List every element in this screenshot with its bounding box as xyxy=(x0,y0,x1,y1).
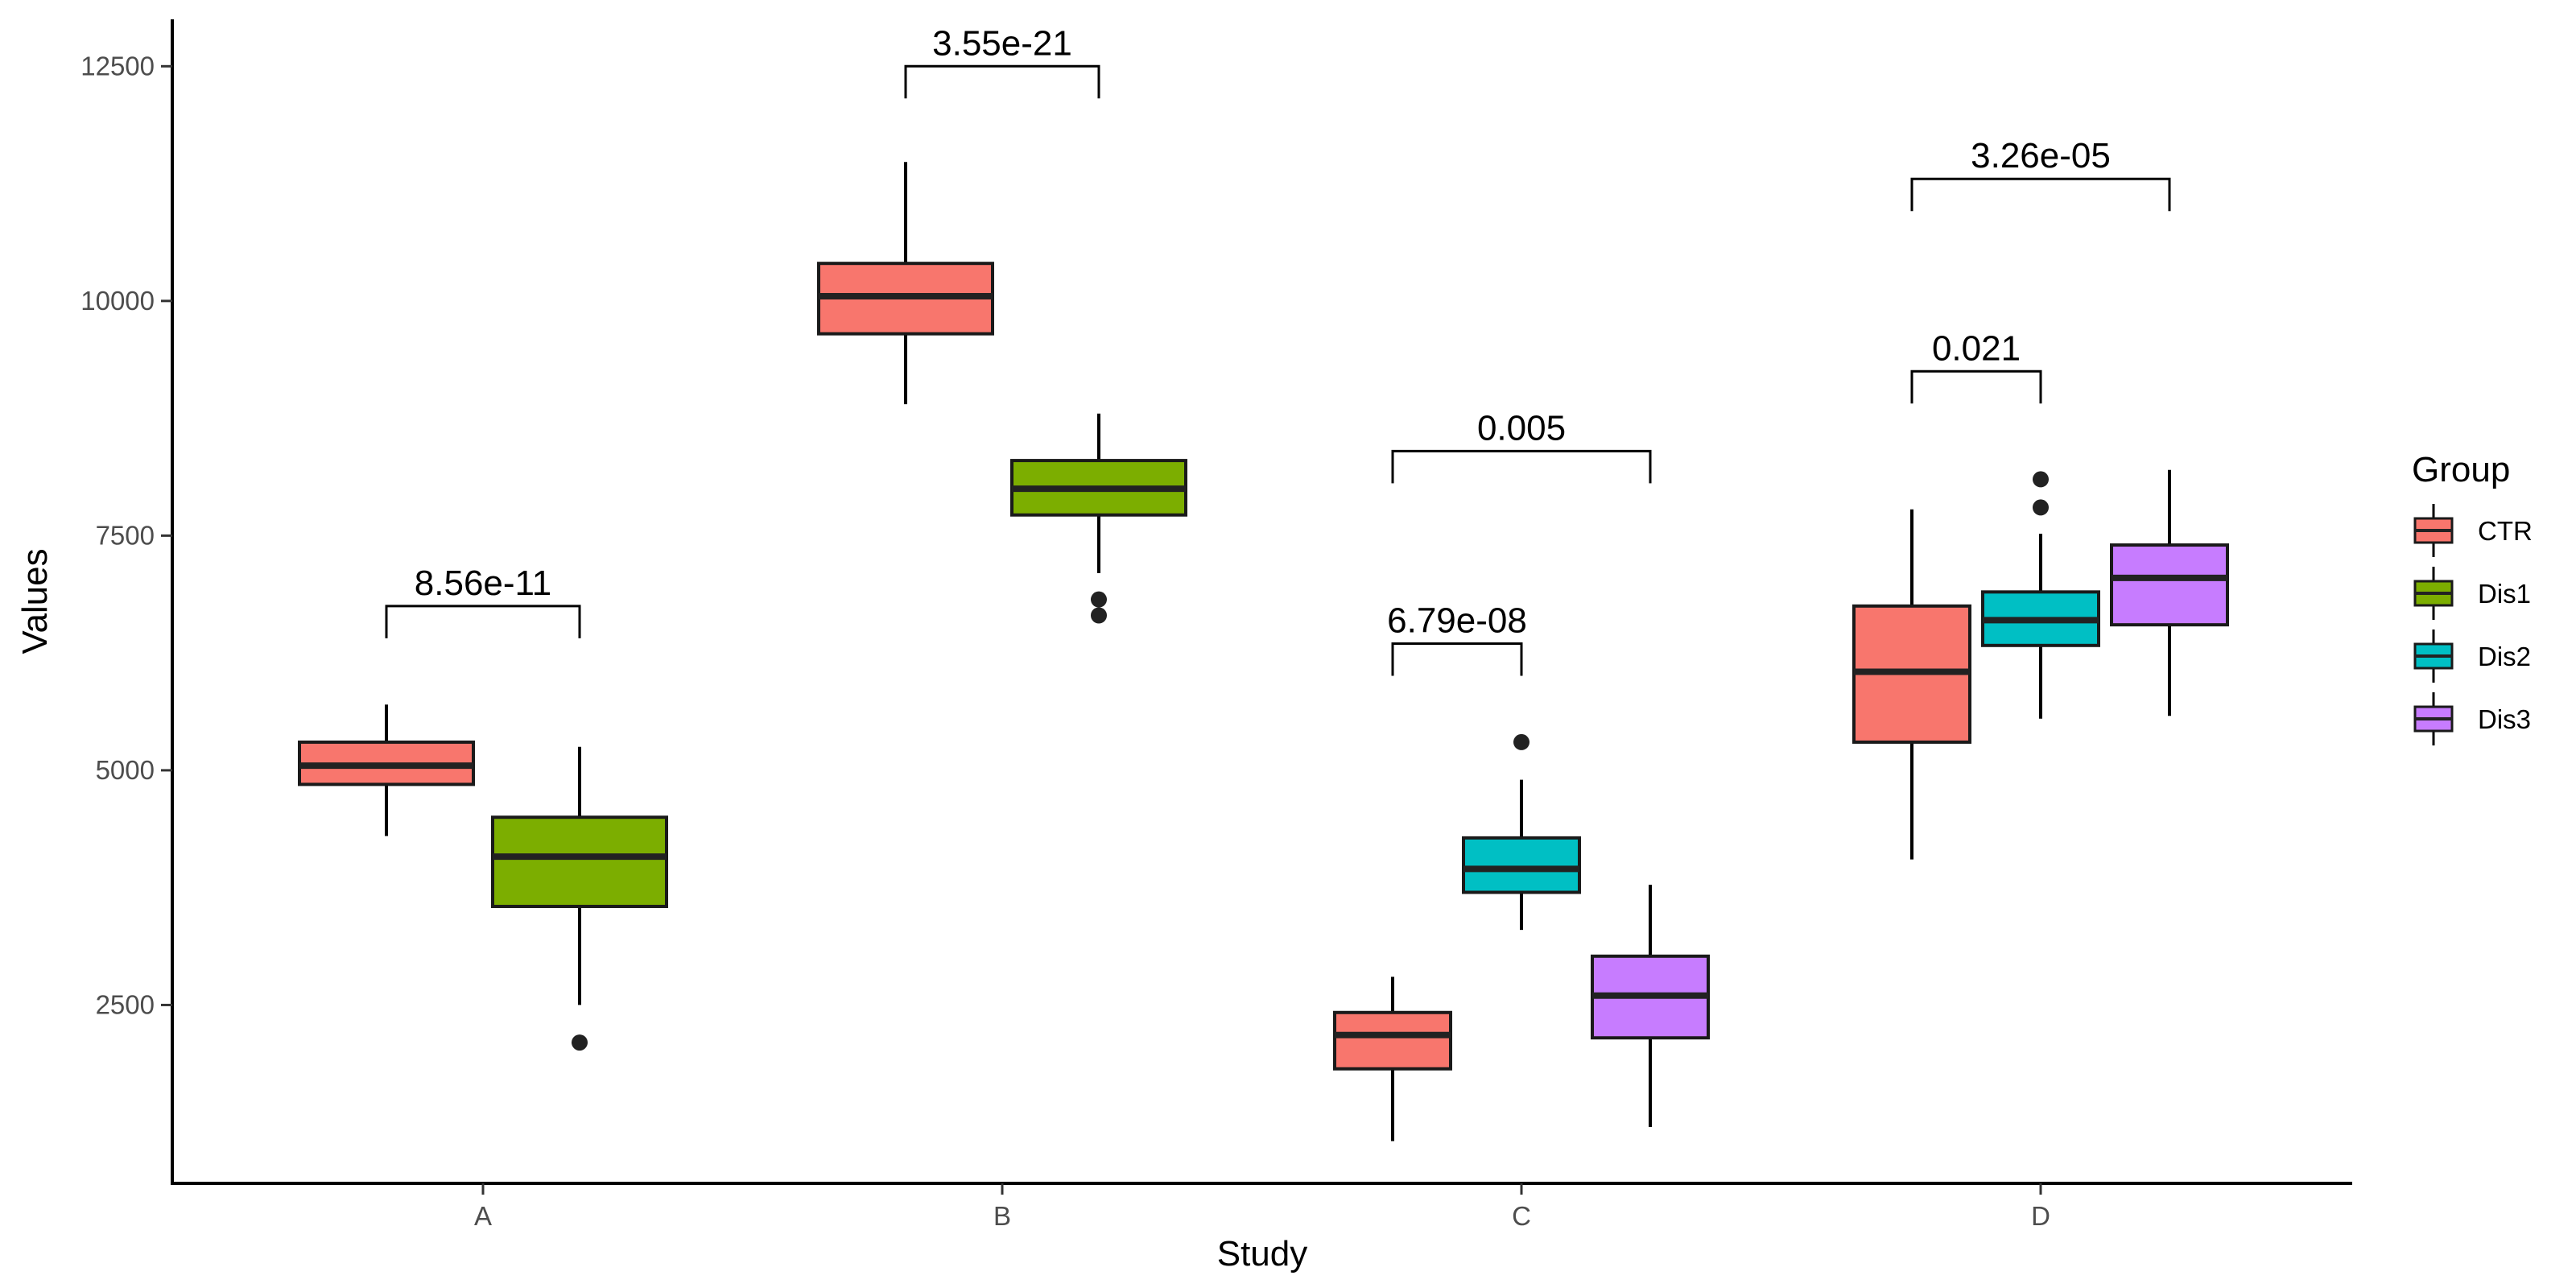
box-body xyxy=(2110,543,2229,627)
significance-bracket: 3.55e-21 xyxy=(904,23,1100,99)
legend-item-dis1: Dis1 xyxy=(2413,567,2531,620)
x-ticks: A B C D xyxy=(474,1183,2050,1231)
bracket-line xyxy=(1910,177,2171,212)
outlier-point xyxy=(1513,733,1530,750)
x-tick-label: B xyxy=(993,1201,1011,1231)
box-body xyxy=(1333,1010,1452,1071)
x-axis-title: Study xyxy=(1217,1234,1308,1274)
outlier-point xyxy=(1091,607,1107,624)
legend-label: Dis2 xyxy=(2478,642,2531,671)
legend-label: Dis3 xyxy=(2478,704,2531,734)
significance-bracket: 8.56e-11 xyxy=(385,564,581,638)
significance-bracket: 6.79e-08 xyxy=(1387,601,1527,676)
legend-item-dis2: Dis2 xyxy=(2413,630,2531,683)
axes-layer: 2500 5000 7500 10000 12500 A B C D Study Values xyxy=(15,19,2352,1274)
y-axis-title: Values xyxy=(15,548,55,654)
significance-bracket: 0.021 xyxy=(1910,328,2042,404)
significance-bracket: 3.26e-05 xyxy=(1910,136,2171,212)
box-D-CTR xyxy=(1852,509,1971,860)
bracket-line xyxy=(385,605,581,638)
box-body xyxy=(1462,836,1581,894)
legend: Group CTR Dis1 Dis2 Dis3 xyxy=(2412,450,2533,745)
outlier-point xyxy=(572,1034,588,1051)
p-value-label: 0.021 xyxy=(1932,328,2021,368)
legend-key xyxy=(2413,630,2454,683)
legend-key xyxy=(2413,504,2454,557)
y-ticks: 2500 5000 7500 10000 12500 xyxy=(80,51,172,1019)
p-value-label: 8.56e-11 xyxy=(415,564,551,603)
significance-bracket: 0.005 xyxy=(1391,408,1652,484)
box-B-Dis1 xyxy=(1010,413,1187,624)
p-value-label: 3.55e-21 xyxy=(932,23,1072,63)
bracket-line xyxy=(1391,642,1523,676)
significance-annotations: 8.56e-11 3.55e-21 0.005 6.79e-08 3.26e-05 0.0… xyxy=(385,23,2171,676)
legend-item-ctr: CTR xyxy=(2413,504,2533,557)
outlier-point xyxy=(2033,471,2049,488)
outlier-point xyxy=(1091,591,1107,608)
legend-label: Dis1 xyxy=(2478,579,2531,609)
y-tick-label: 7500 xyxy=(96,520,155,550)
legend-item-dis3: Dis3 xyxy=(2413,692,2531,745)
x-tick-label: C xyxy=(1512,1201,1531,1231)
box-C-Dis2 xyxy=(1462,733,1581,931)
p-value-label: 3.26e-05 xyxy=(1971,136,2111,175)
p-value-label: 6.79e-08 xyxy=(1387,601,1527,640)
box-D-Dis3 xyxy=(2110,469,2229,716)
y-tick-label: 2500 xyxy=(96,989,155,1019)
boxes-layer xyxy=(298,162,2229,1141)
box-C-CTR xyxy=(1333,976,1452,1141)
legend-label: CTR xyxy=(2478,516,2533,546)
y-tick-label: 10000 xyxy=(80,286,155,316)
x-tick-label: D xyxy=(2031,1201,2050,1231)
y-tick-label: 12500 xyxy=(80,51,155,80)
box-B-CTR xyxy=(817,162,994,405)
bracket-line xyxy=(1910,369,2042,404)
y-tick-label: 5000 xyxy=(96,755,155,785)
box-A-CTR xyxy=(298,704,475,836)
bracket-line xyxy=(904,64,1100,99)
box-C-Dis3 xyxy=(1591,885,1710,1128)
x-tick-label: A xyxy=(474,1201,492,1231)
legend-key xyxy=(2413,692,2454,745)
legend-key xyxy=(2413,567,2454,620)
bracket-line xyxy=(1391,449,1652,484)
box-D-Dis2 xyxy=(1981,471,2100,719)
box-body xyxy=(491,815,668,908)
box-A-Dis1 xyxy=(491,746,668,1051)
legend-title: Group xyxy=(2412,450,2510,489)
outlier-point xyxy=(2033,499,2049,516)
p-value-label: 0.005 xyxy=(1477,408,1566,448)
